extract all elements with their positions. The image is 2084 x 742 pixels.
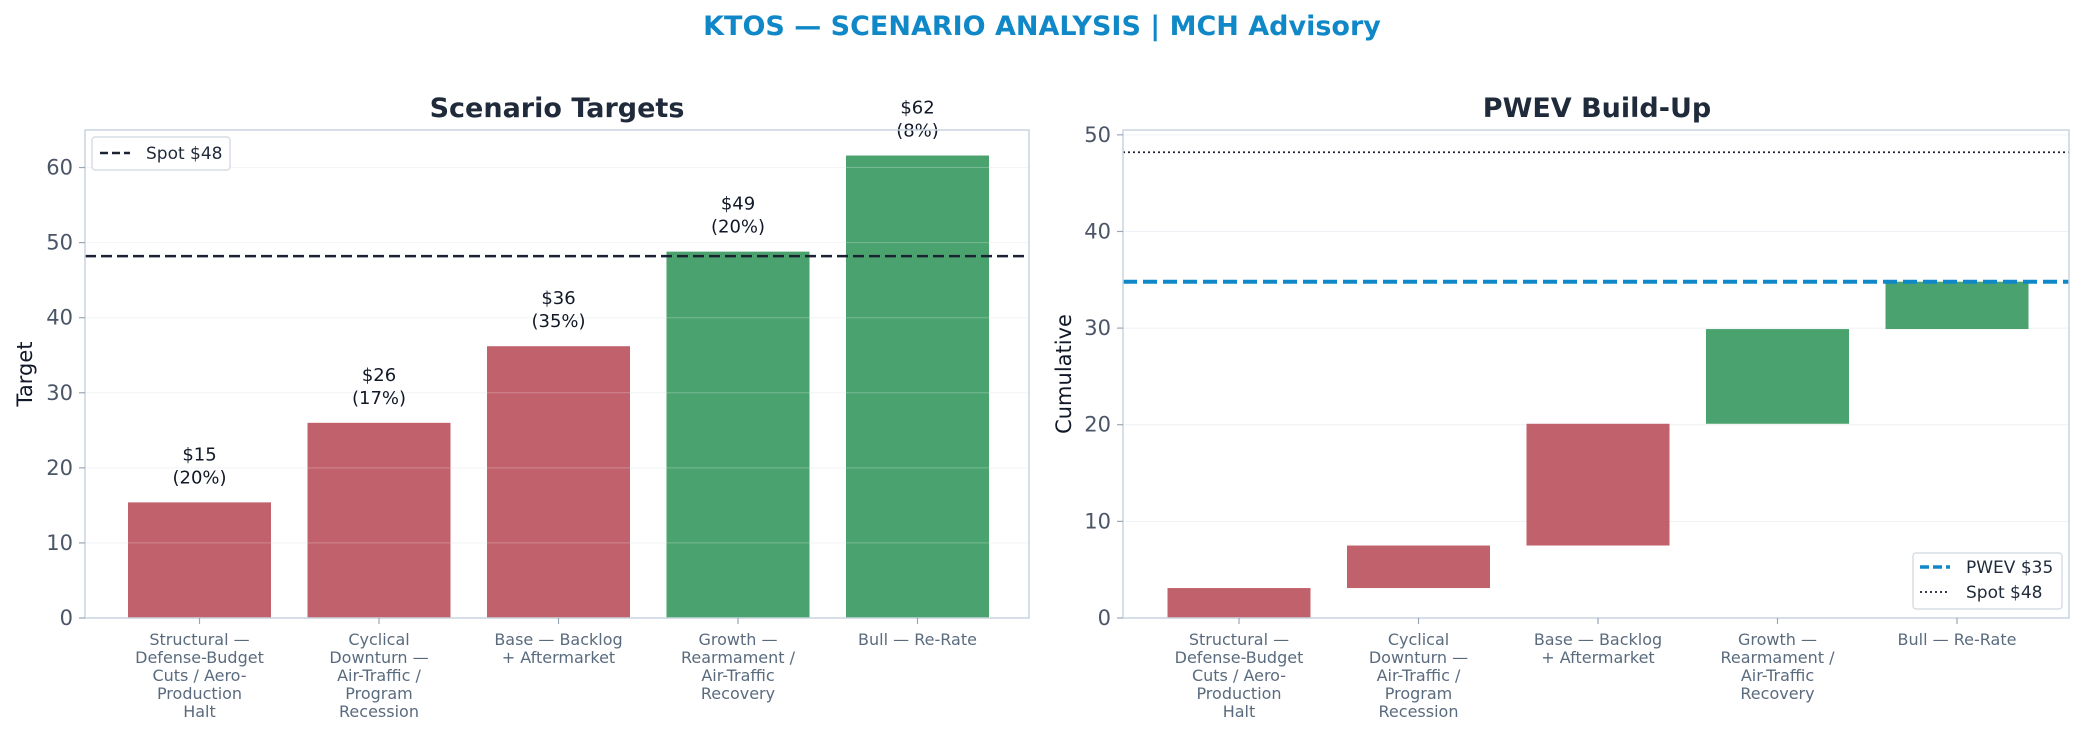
left-x-tick-label: Program <box>345 684 413 703</box>
left-x-tick-label: Cuts / Aero- <box>152 666 246 685</box>
right-x-tick-label: + Aftermarket <box>1541 648 1654 667</box>
left-y-axis-label: Target <box>13 342 37 408</box>
left-y-tick-label: 10 <box>46 531 73 555</box>
left-bars <box>85 155 1029 619</box>
left-x-tick-label: Air-Traffic <box>701 666 774 685</box>
right-plot-frame <box>1122 129 2070 619</box>
left-data-labels: $15(20%)$26(17%)$36(35%)$49(20%)$62(8%) <box>172 98 938 489</box>
left-y-tick-label: 30 <box>46 381 73 405</box>
left-y-tick-label: 50 <box>46 231 73 255</box>
pwev-contribution-bar <box>1526 423 1670 546</box>
left-x-tick-label: Recovery <box>701 684 775 703</box>
pwev-buildup-chart: PWEV Build-Up 0 10 20 30 40 50 Structural —De… <box>1052 93 2070 721</box>
left-y-tick-label: 0 <box>60 606 73 630</box>
right-bars <box>1167 281 2029 618</box>
left-y-tick-label: 60 <box>46 156 73 180</box>
target-value-label: $36 <box>541 288 575 309</box>
left-y-tick-label: 40 <box>46 306 73 330</box>
target-bar <box>666 251 810 618</box>
scenario-targets-title: Scenario Targets <box>430 93 685 124</box>
pwev-contribution-bar <box>1167 588 1311 618</box>
right-x-tick-label: Air-Traffic / <box>1377 666 1461 685</box>
target-bar <box>487 346 630 618</box>
pwev-contribution-bar <box>1706 329 1849 424</box>
left-y-tick-label: 20 <box>46 456 73 480</box>
left-x-tick-label: Halt <box>183 702 216 721</box>
target-value-label: $15 <box>182 444 216 465</box>
scenario-targets-chart: Scenario Targets $15(20%)$26(17%)$36(35%… <box>13 93 1030 721</box>
left-x-tick-label: + Aftermarket <box>502 648 615 667</box>
right-x-tick-label: Defense-Budget <box>1175 648 1304 667</box>
right-legend-pwev-label: PWEV $35 <box>1966 558 2053 578</box>
target-probability-label: (20%) <box>172 467 226 488</box>
right-gridlines <box>1123 134 2069 619</box>
pwev-contribution-bar <box>1885 281 2029 330</box>
left-x-tick-label: Base — Backlog <box>494 630 622 649</box>
pwev-contribution-bar <box>1347 545 1490 589</box>
left-x-tick-label: Air-Traffic / <box>337 666 421 685</box>
right-x-tick-label: Recession <box>1379 702 1459 721</box>
left-legend-box <box>91 136 231 171</box>
right-x-tick-label: Program <box>1385 684 1453 703</box>
right-y-tick-label: 40 <box>1084 219 1111 243</box>
target-probability-label: (8%) <box>896 121 939 142</box>
target-value-label: $49 <box>721 194 755 215</box>
right-legend-spot-label: Spot $48 <box>1966 583 2043 603</box>
left-plot-frame <box>84 129 1030 619</box>
right-y-tick-label: 0 <box>1098 606 1111 630</box>
right-x-tick-label: Rearmament / <box>1720 648 1835 667</box>
right-y-axis-label: Cumulative <box>1052 314 1076 434</box>
right-x-tick-label: Air-Traffic <box>1741 666 1814 685</box>
target-probability-label: (20%) <box>711 217 765 238</box>
right-x-tick-label: Base — Backlog <box>1534 630 1662 649</box>
target-bar <box>307 422 451 618</box>
right-y-ticks: 0 10 20 30 40 50 <box>1084 123 1123 630</box>
target-value-label: $62 <box>900 98 934 119</box>
right-x-tick-label: Cyclical <box>1388 630 1449 649</box>
right-y-tick-label: 20 <box>1084 413 1111 437</box>
left-x-tick-label: Rearmament / <box>681 648 796 667</box>
left-x-tick-label: Structural — <box>149 630 249 649</box>
target-value-label: $26 <box>362 365 396 386</box>
left-y-ticks: 0 10 20 30 40 50 60 <box>46 156 85 630</box>
target-bar <box>128 502 271 618</box>
target-probability-label: (17%) <box>352 388 406 409</box>
right-x-tick-label: Halt <box>1223 702 1256 721</box>
right-x-tick-label: Downturn — <box>1369 648 1468 667</box>
right-y-tick-label: 50 <box>1084 123 1111 147</box>
pwev-buildup-title: PWEV Build-Up <box>1483 93 1711 124</box>
left-x-tick-label: Recession <box>339 702 419 721</box>
left-x-tick-label: Cyclical <box>348 630 409 649</box>
figure-title: KTOS — SCENARIO ANALYSIS | MCH Advisory <box>703 11 1381 42</box>
right-legend-box <box>1912 552 2063 610</box>
right-y-tick-label: 10 <box>1084 509 1111 533</box>
right-x-tick-label: Cuts / Aero- <box>1192 666 1286 685</box>
right-y-tick-label: 30 <box>1084 316 1111 340</box>
right-x-tick-label: Production <box>1196 684 1281 703</box>
left-x-tick-label: Production <box>157 684 242 703</box>
left-legend-spot-label: Spot $48 <box>146 144 223 164</box>
right-x-tick-label: Growth — <box>1738 630 1817 649</box>
target-bar <box>846 155 989 618</box>
left-x-tick-label: Defense-Budget <box>135 648 264 667</box>
left-x-tick-label: Downturn — <box>329 648 428 667</box>
left-legend: Spot $48 <box>91 136 231 171</box>
right-x-tick-label: Recovery <box>1740 684 1814 703</box>
right-x-tick-label: Bull — Re-Rate <box>1898 630 2017 649</box>
target-probability-label: (35%) <box>531 311 585 332</box>
left-x-tick-label: Growth — <box>699 630 778 649</box>
right-x-tick-label: Structural — <box>1189 630 1289 649</box>
left-x-tick-label: Bull — Re-Rate <box>858 630 977 649</box>
right-legend: PWEV $35 Spot $48 <box>1912 552 2063 610</box>
